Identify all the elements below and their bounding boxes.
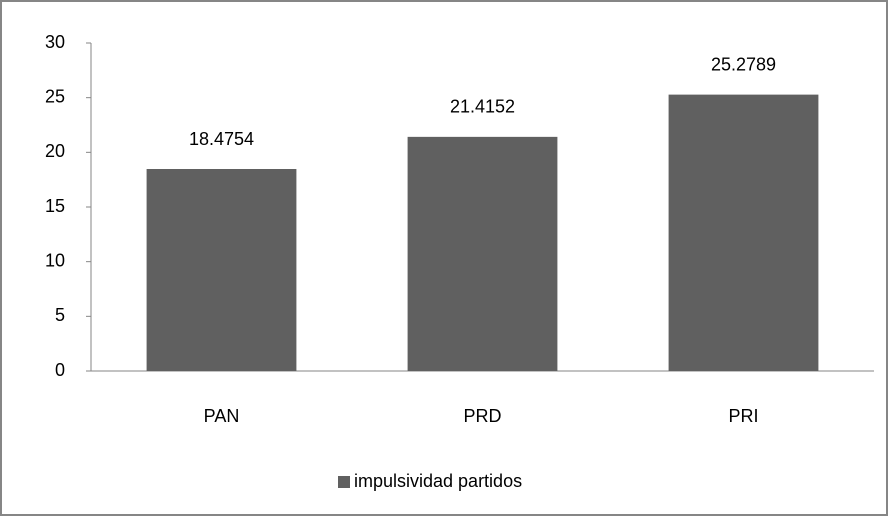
y-tick-label: 20 [45,141,65,161]
y-tick-label: 5 [55,305,65,325]
x-tick-label: PAN [204,406,240,426]
y-tick-label: 30 [45,32,65,52]
legend-swatch [338,476,350,488]
y-tick-label: 10 [45,250,65,270]
data-label: 18.4754 [189,129,254,149]
bar [146,169,297,371]
y-tick-label: 0 [55,360,65,380]
legend-label: impulsividad partidos [354,471,522,491]
bar [407,136,558,371]
y-tick-label: 15 [45,196,65,216]
x-tick-label: PRI [728,406,758,426]
data-label: 25.2789 [711,54,776,74]
bar [668,94,819,371]
y-tick-label: 25 [45,86,65,106]
data-label: 21.4152 [450,97,515,117]
x-tick-label: PRD [463,406,501,426]
